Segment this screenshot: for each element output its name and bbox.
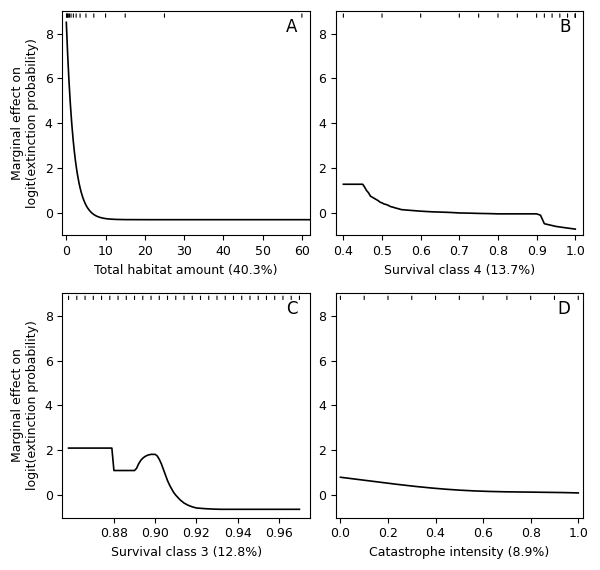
Text: C: C [286, 300, 298, 318]
Text: A: A [286, 18, 298, 36]
Text: D: D [558, 300, 571, 318]
X-axis label: Survival class 3 (12.8%): Survival class 3 (12.8%) [110, 546, 262, 559]
Text: B: B [559, 18, 571, 36]
X-axis label: Survival class 4 (13.7%): Survival class 4 (13.7%) [384, 264, 535, 276]
Y-axis label: Marginal effect on
logit(extinction probability): Marginal effect on logit(extinction prob… [11, 38, 39, 208]
X-axis label: Catastrophe intensity (8.9%): Catastrophe intensity (8.9%) [369, 546, 550, 559]
X-axis label: Total habitat amount (40.3%): Total habitat amount (40.3%) [94, 264, 278, 276]
Y-axis label: Marginal effect on
logit(extinction probability): Marginal effect on logit(extinction prob… [11, 320, 39, 490]
